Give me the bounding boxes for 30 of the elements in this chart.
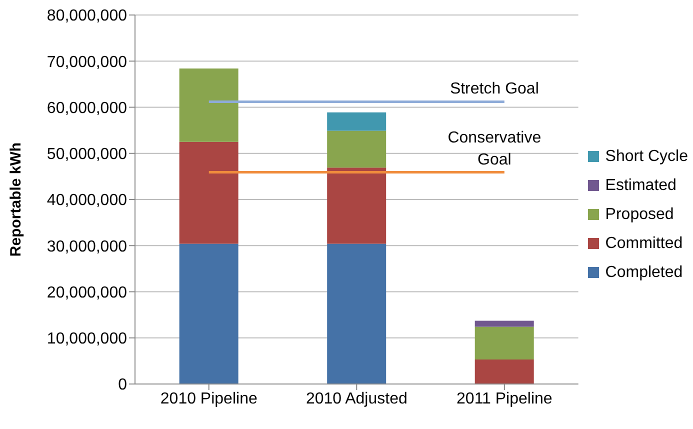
bar xyxy=(327,130,386,168)
legend-label: Short Cycle xyxy=(605,148,688,166)
bar xyxy=(474,326,534,360)
y-tick-label: 70,000,000 xyxy=(46,54,128,71)
legend-label: Estimated xyxy=(605,176,676,194)
bar xyxy=(179,244,238,384)
bar xyxy=(474,360,534,384)
legend-label: Committed xyxy=(605,234,683,252)
y-tick-label: 10,000,000 xyxy=(46,330,128,348)
y-axis-title: Reportable kWh xyxy=(7,142,24,257)
y-tick-label: 30,000,000 xyxy=(46,238,128,256)
legend-label: Completed xyxy=(605,264,683,282)
bar xyxy=(474,320,534,327)
bar xyxy=(327,112,386,131)
y-tick-label: 0 xyxy=(118,376,128,394)
y-tick-label: 80,000,000 xyxy=(46,8,128,25)
bar xyxy=(179,68,238,142)
x-tick-label: 2010 Adjusted xyxy=(306,390,408,408)
y-tick-label: 40,000,000 xyxy=(46,192,128,210)
bar xyxy=(179,142,238,244)
legend-label: Proposed xyxy=(605,206,674,224)
x-tick-label: 2010 Pipeline xyxy=(160,390,258,408)
y-tick-label: 50,000,000 xyxy=(46,146,128,164)
y-tick-label: 60,000,000 xyxy=(46,100,128,117)
series-label: Conservative Goal xyxy=(448,129,542,168)
bar xyxy=(327,168,386,244)
bar xyxy=(327,244,386,384)
series-label: Stretch Goal xyxy=(450,80,539,98)
x-tick-label: 2011 Pipeline xyxy=(456,390,552,408)
y-tick-label: 20,000,000 xyxy=(46,284,128,302)
